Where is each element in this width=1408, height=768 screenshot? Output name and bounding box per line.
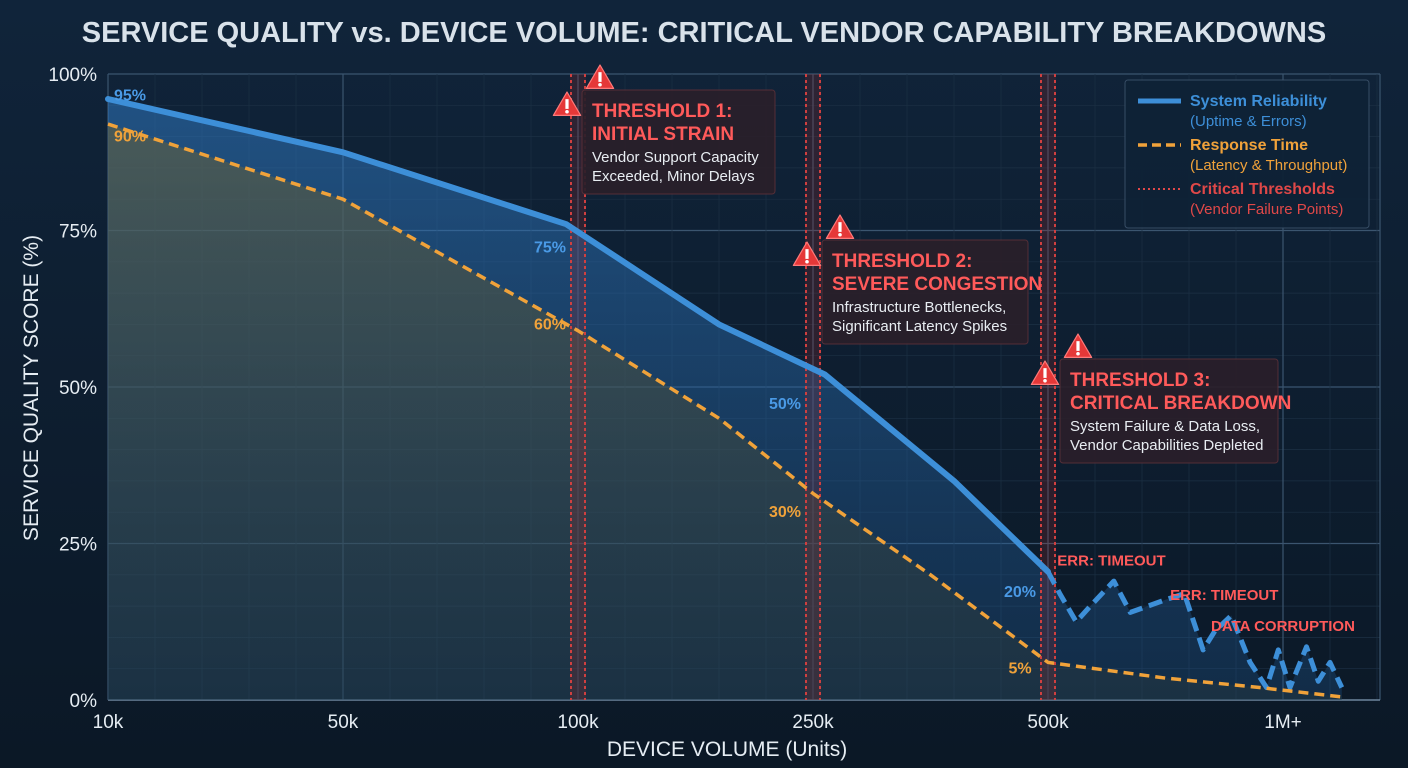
threshold-title: THRESHOLD 1: — [592, 101, 732, 122]
data-label-response-time: 90% — [114, 129, 146, 146]
x-tick-label: 100k — [557, 712, 599, 733]
threshold-title: SEVERE CONGESTION — [832, 274, 1042, 295]
data-label-response-time: 30% — [769, 504, 801, 521]
warning-icon-dot — [838, 232, 842, 237]
threshold-description: System Failure & Data Loss, — [1070, 418, 1260, 435]
warning-icon-dot — [1043, 378, 1047, 383]
y-tick-label: 50% — [59, 378, 97, 399]
data-label-reliability: 20% — [1004, 584, 1036, 601]
axis-ticks: 10k 50k 100k 250k 500k 1M+ 0% 25% 50% 75% 100% — [48, 65, 1301, 733]
chart-title: SERVICE QUALITY vs. DEVICE VOLUME: CRITI… — [82, 17, 1326, 49]
y-axis-label: SERVICE QUALITY SCORE (%) — [20, 235, 43, 541]
response-time-area — [108, 124, 1342, 701]
legend: System Reliability (Uptime & Errors) Respo… — [1124, 79, 1370, 229]
data-label-reliability: 75% — [534, 240, 566, 257]
threshold-band-2 — [805, 74, 821, 700]
warning-icon-mark — [565, 99, 569, 109]
warning-icon-mark — [838, 222, 842, 232]
data-label-reliability: 50% — [769, 396, 801, 413]
legend-description: (Uptime & Errors) — [1190, 113, 1307, 130]
callout-box — [581, 89, 776, 195]
y-tick-label: 75% — [59, 222, 97, 243]
warning-icon-dot — [805, 259, 809, 264]
warning-icon-mark — [805, 249, 809, 259]
threshold-description: Exceeded, Minor Delays — [592, 168, 755, 185]
series-areas — [108, 99, 1342, 701]
legend-name: Critical Thresholds — [1190, 181, 1335, 198]
warning-icon-dot — [565, 109, 569, 114]
warning-icon-dot — [1076, 351, 1080, 356]
warning-icon-dot — [598, 82, 602, 87]
threshold-callout-2: THRESHOLD 2:SEVERE CONGESTION Infrastruct… — [792, 214, 1042, 345]
threshold-title: INITIAL STRAIN — [592, 124, 734, 145]
y-tick-label: 25% — [59, 535, 97, 556]
x-tick-label: 250k — [792, 712, 834, 733]
x-tick-label: 1M+ — [1264, 712, 1302, 733]
x-tick-label: 500k — [1027, 712, 1069, 733]
threshold-band-3 — [1040, 74, 1056, 700]
threshold-title: THRESHOLD 2: — [832, 251, 972, 272]
x-tick-label: 10k — [93, 712, 124, 733]
warning-icon-mark — [1043, 368, 1047, 378]
x-tick-label: 50k — [328, 712, 359, 733]
threshold-callout-1: THRESHOLD 1:INITIAL STRAIN Vendor Support… — [552, 64, 776, 195]
data-label-reliability: 95% — [114, 87, 146, 104]
series-line-system-reliability-degraded — [1045, 570, 1345, 690]
x-axis-label: DEVICE VOLUME (Units) — [607, 738, 847, 761]
y-tick-label: 100% — [48, 65, 97, 86]
error-annotation: ERR: TIMEOUT — [1170, 587, 1278, 604]
threshold-callout-3: THRESHOLD 3:CRITICAL BREAKDOWN System Fai… — [1030, 333, 1291, 464]
error-annotation: DATA CORRUPTION — [1211, 618, 1355, 635]
legend-name: System Reliability — [1190, 93, 1327, 110]
threshold-title: CRITICAL BREAKDOWN — [1070, 393, 1291, 414]
series-lines — [105, 96, 1345, 699]
callout-box — [1059, 358, 1279, 464]
threshold-description: Infrastructure Bottlenecks, — [832, 299, 1006, 316]
threshold-title: THRESHOLD 3: — [1070, 370, 1210, 391]
series-line-system-reliability — [105, 96, 1051, 575]
warning-icon-mark — [1076, 341, 1080, 351]
data-label-response-time: 60% — [534, 316, 566, 333]
threshold-description: Vendor Support Capacity — [592, 149, 759, 166]
legend-description: (Latency & Throughput) — [1190, 157, 1347, 174]
y-tick-label: 0% — [70, 691, 98, 712]
threshold-description: Vendor Capabilities Depleted — [1070, 437, 1263, 454]
data-label-response-time: 5% — [1008, 661, 1031, 678]
series-line-response-time — [107, 122, 1342, 699]
error-annotations: ERR: TIMEOUT ERR: TIMEOUT DATA CORRUPTION — [1057, 552, 1355, 635]
data-labels: 95% 75% 50% 20% 90% 60% 30% 5% — [114, 87, 1036, 677]
warning-icon-mark — [598, 72, 602, 82]
legend-box — [1124, 79, 1370, 229]
threshold-description: Significant Latency Spikes — [832, 318, 1007, 335]
legend-description: (Vendor Failure Points) — [1190, 201, 1343, 218]
callout-box — [821, 239, 1029, 345]
threshold-callouts: THRESHOLD 1:INITIAL STRAIN Vendor Support… — [552, 64, 1291, 464]
legend-name: Response Time — [1190, 137, 1308, 154]
error-annotation: ERR: TIMEOUT — [1057, 552, 1165, 569]
